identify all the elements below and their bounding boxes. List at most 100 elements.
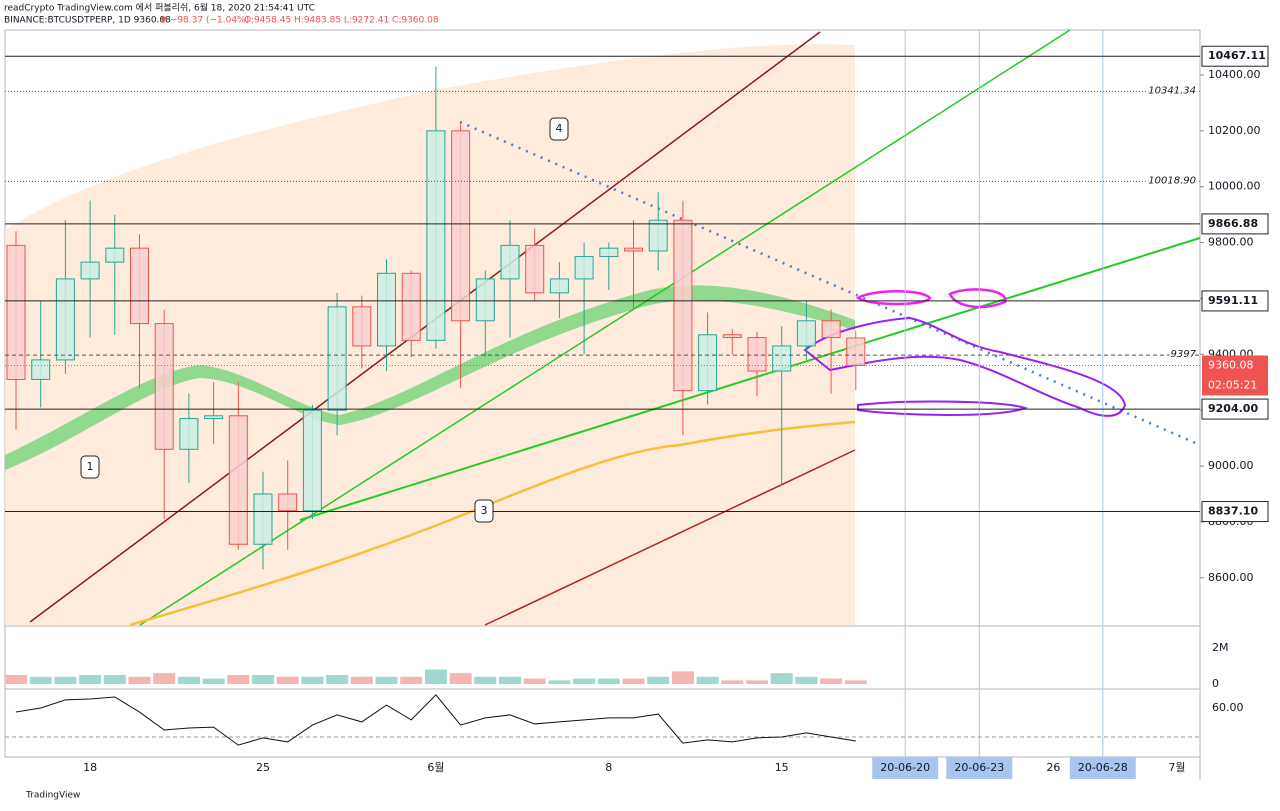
candle-body <box>426 130 446 341</box>
footer-brand: TradingView <box>25 791 80 801</box>
drawing <box>855 288 1007 309</box>
candle-body <box>179 418 199 450</box>
volume-bar <box>5 674 27 684</box>
future-date-label: 20-06-28 <box>1078 761 1128 774</box>
x-tick-label: 18 <box>83 761 97 774</box>
candle-body <box>698 334 718 392</box>
level-label: 9866.88 <box>1208 217 1258 230</box>
volume-bar <box>202 678 225 684</box>
level-badge <box>1201 398 1269 420</box>
moving-average <box>129 420 856 627</box>
volume-bar <box>177 676 200 684</box>
candle-body <box>6 244 26 380</box>
date-badge <box>946 757 1013 779</box>
level-label: 9591.11 <box>1208 294 1258 307</box>
y-tick-label: 9000.00 <box>1208 459 1254 472</box>
level-badge <box>1201 213 1269 235</box>
future-date-label: 20-06-20 <box>880 761 930 774</box>
date-badge <box>872 757 939 779</box>
x-tick-label: 8 <box>605 761 612 774</box>
level-label: 9204.00 <box>1208 402 1258 415</box>
candle-body <box>105 247 125 263</box>
volume-bar <box>671 671 694 684</box>
candle-body <box>80 261 100 280</box>
candle-body <box>451 130 471 322</box>
dotted-level-label: 9397 <box>1171 349 1197 360</box>
candle-body <box>525 244 545 294</box>
trendline <box>29 31 821 623</box>
candle-body <box>747 337 767 372</box>
drawing <box>803 316 1127 417</box>
candle-body <box>154 323 174 450</box>
level-label: 10467.11 <box>1208 49 1266 62</box>
volume-bar <box>54 676 77 684</box>
candle-body <box>574 256 594 280</box>
ema-band <box>5 285 855 470</box>
volume-bar <box>721 680 744 684</box>
candle-body <box>549 278 569 294</box>
volume-bar <box>622 678 645 684</box>
volume-bar <box>499 676 521 684</box>
rsi-tick-label: 60.00 <box>1212 701 1244 714</box>
future-date-label: 7월 <box>1168 761 1185 774</box>
trendline <box>484 449 856 626</box>
volume-bar <box>770 673 793 684</box>
volume-bar <box>79 674 102 684</box>
volume-bar <box>795 676 818 684</box>
volume-bar <box>326 674 349 684</box>
volume-bar <box>103 674 126 684</box>
volume-bar <box>128 676 151 684</box>
annotation-label: 1 <box>87 460 94 473</box>
annotation-bubble <box>474 499 494 523</box>
annotation-label: 4 <box>556 122 563 135</box>
volume-bar <box>746 680 768 684</box>
candle-body <box>130 247 149 325</box>
volume-bar <box>449 673 472 684</box>
volume-bar <box>424 669 447 684</box>
candle-body <box>500 244 520 280</box>
x-tick-label: 6월 <box>427 761 444 774</box>
volume-bar <box>301 676 324 684</box>
volume-tick-label: 2M <box>1212 641 1229 654</box>
countdown: 02:05:21 <box>1208 378 1257 391</box>
candle-body <box>599 247 619 258</box>
level-badge <box>1201 501 1269 523</box>
rsi-line <box>15 694 856 746</box>
candle-body <box>55 278 75 361</box>
annotation-label: 3 <box>481 504 488 517</box>
x-tick-label: 25 <box>256 761 270 774</box>
y-tick-label: 8600.00 <box>1208 571 1254 584</box>
candle-body <box>821 320 841 339</box>
volume-bar <box>375 676 398 684</box>
volume-bar <box>844 680 867 684</box>
volume-tick-label: 0 <box>1212 677 1219 690</box>
candle-body <box>204 415 224 420</box>
candle-body <box>475 278 495 322</box>
level-badge <box>1201 290 1269 312</box>
dotted-level-label: 10018.90 <box>1148 175 1196 186</box>
header-ohlc: O:9458.45 H:9483.85 L:9272.41 C:9360.08 <box>244 16 439 26</box>
candle-body <box>401 272 421 341</box>
level-badge <box>1201 45 1269 67</box>
volume-bar <box>350 676 373 684</box>
volume-bar <box>696 676 719 684</box>
last-price-label: 9360.08 <box>1208 358 1254 371</box>
trendline <box>459 120 1201 447</box>
volume-bar <box>820 678 843 684</box>
candle-body <box>377 272 396 347</box>
annotation-bubble <box>80 455 100 479</box>
marks <box>6 66 866 570</box>
trendline <box>299 237 1201 521</box>
candle-body <box>31 359 51 380</box>
candle-body <box>253 493 273 545</box>
y-tick-label: 10000.00 <box>1208 180 1261 193</box>
volume-bar <box>474 676 497 684</box>
dotted-level-label: 10341.34 <box>1148 85 1196 96</box>
x-tick-label: 15 <box>775 761 789 774</box>
volume-bar <box>227 674 250 684</box>
candle-body <box>624 247 643 252</box>
header-change: ▼ −98.37 (−1.04%) <box>160 16 249 26</box>
candle-body <box>796 320 816 347</box>
header-symbol: BINANCE:BTCUSDTPERP, 1D 9360.08 <box>4 16 171 26</box>
